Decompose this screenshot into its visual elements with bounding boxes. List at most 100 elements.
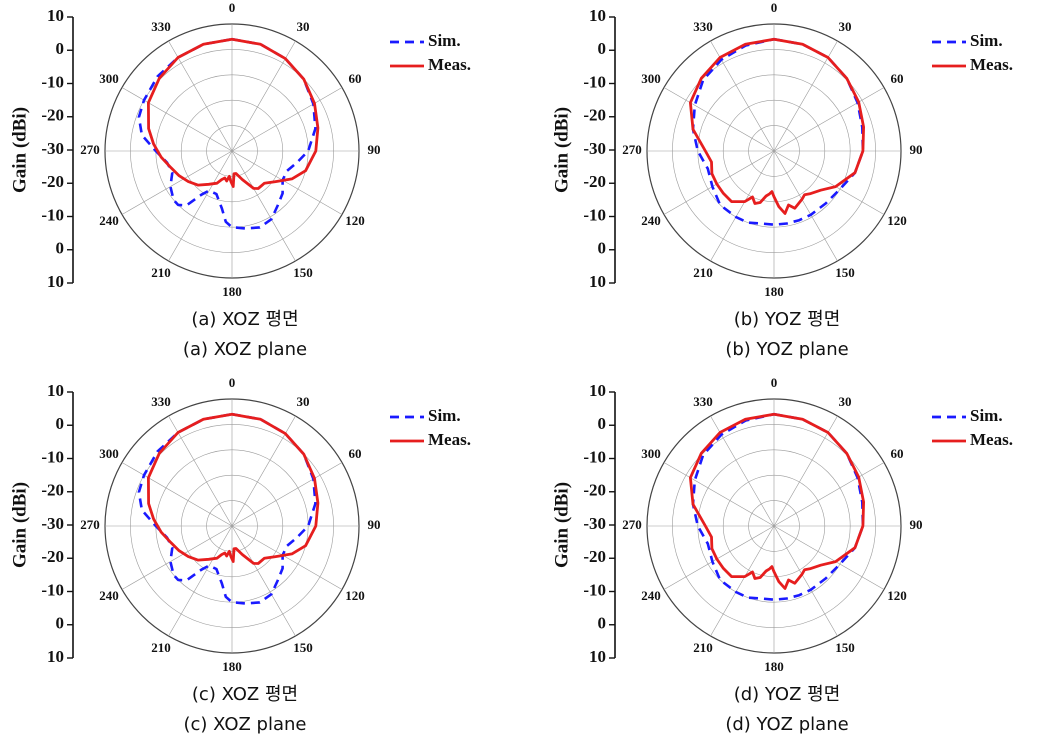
- legend-label: Sim.: [970, 406, 1003, 425]
- angle-tick-label: 240: [641, 588, 661, 603]
- gain-tick-label: -30: [41, 139, 64, 158]
- angle-tick-label: 180: [222, 284, 242, 299]
- polar-spoke: [774, 526, 838, 636]
- legend: Sim. Meas.: [932, 406, 1013, 449]
- polar-spoke: [122, 463, 232, 527]
- legend-label: Meas.: [428, 430, 471, 449]
- gain-axis-label: Gain (dBi): [551, 107, 572, 193]
- gain-tick-label: -20: [583, 106, 606, 125]
- angle-tick-label: 0: [771, 0, 778, 15]
- angle-tick-label: 150: [293, 640, 313, 655]
- angle-tick-label: 240: [99, 213, 119, 228]
- gain-tick-label: 10: [47, 381, 64, 400]
- series-line-meas: [690, 39, 863, 213]
- gain-tick-label: -20: [41, 172, 64, 191]
- polar-spoke: [122, 88, 232, 152]
- gain-tick-label: 10: [47, 647, 64, 666]
- gain-tick-label: -30: [41, 514, 64, 533]
- angle-tick-label: 240: [641, 213, 661, 228]
- angle-tick-label: 210: [693, 265, 713, 280]
- angle-tick-label: 120: [345, 213, 365, 228]
- gain-tick-label: 0: [56, 239, 65, 258]
- polar-spoke: [664, 526, 774, 590]
- gain-tick-label: -10: [41, 205, 64, 224]
- gain-tick-label: -10: [583, 447, 606, 466]
- legend-label: Sim.: [428, 31, 461, 50]
- polar-plot: 0 30 60 90 120 150 180 210 240 270 300 330 10 0 -10 -20…: [551, 0, 1013, 299]
- gain-tick-label: -30: [583, 139, 606, 158]
- polar-spoke: [664, 88, 774, 152]
- polar-spoke: [232, 151, 296, 261]
- angle-tick-label: 0: [771, 375, 778, 390]
- gain-axis-label: Gain (dBi): [9, 482, 30, 568]
- legend-label: Sim.: [970, 31, 1003, 50]
- polar-spoke: [711, 526, 775, 636]
- angle-tick-label: 60: [348, 446, 361, 461]
- angle-tick-label: 180: [764, 659, 784, 674]
- series-line-meas: [690, 414, 863, 588]
- angle-tick-label: 30: [297, 394, 310, 409]
- polar-plot: 0 30 60 90 120 150 180 210 240 270 300 330 10 0 -10 -20…: [551, 375, 1013, 674]
- angle-tick-label: 300: [641, 446, 661, 461]
- angle-tick-label: 270: [80, 142, 100, 157]
- angle-tick-label: 270: [622, 142, 642, 157]
- caption-korean: (d) YOZ 평면: [542, 681, 1032, 709]
- angle-tick-label: 90: [368, 517, 381, 532]
- polar-plot-panel: 0 30 60 90 120 150 180 210 240 270 300 330 10 0 -10 -20…: [0, 0, 523, 374]
- caption-korean: (b) YOZ 평면: [542, 306, 1032, 334]
- angle-tick-label: 300: [641, 71, 661, 86]
- gain-tick-label: -20: [583, 172, 606, 191]
- angle-tick-label: 330: [151, 19, 171, 34]
- gain-axis-label: Gain (dBi): [551, 482, 572, 568]
- polar-spoke: [774, 151, 838, 261]
- angle-tick-label: 120: [345, 588, 365, 603]
- legend-label: Meas.: [970, 55, 1013, 74]
- legend-label: Meas.: [970, 430, 1013, 449]
- caption-english: (d) YOZ plane: [542, 711, 1032, 739]
- angle-tick-label: 210: [151, 265, 171, 280]
- gain-tick-label: 0: [56, 614, 65, 633]
- legend: Sim. Meas.: [390, 406, 471, 449]
- angle-tick-label: 180: [222, 659, 242, 674]
- gain-tick-label: 0: [598, 39, 607, 58]
- gain-tick-label: 10: [47, 6, 64, 25]
- angle-tick-label: 270: [622, 517, 642, 532]
- gain-tick-label: 0: [56, 414, 65, 433]
- angle-tick-label: 210: [151, 640, 171, 655]
- gain-tick-label: -20: [41, 481, 64, 500]
- legend-label: Sim.: [428, 406, 461, 425]
- gain-tick-label: -20: [41, 106, 64, 125]
- polar-spoke: [774, 463, 884, 527]
- legend: Sim. Meas.: [390, 31, 471, 74]
- series-line-sim: [139, 414, 316, 603]
- angle-tick-label: 0: [229, 375, 236, 390]
- gain-tick-label: -10: [583, 72, 606, 91]
- angle-tick-label: 120: [887, 213, 907, 228]
- angle-tick-label: 150: [835, 640, 855, 655]
- angle-tick-label: 30: [297, 19, 310, 34]
- angle-tick-label: 270: [80, 517, 100, 532]
- gain-tick-label: 0: [598, 239, 607, 258]
- gain-tick-label: -10: [41, 72, 64, 91]
- gain-tick-label: 10: [589, 6, 606, 25]
- angle-tick-label: 330: [693, 19, 713, 34]
- angle-tick-label: 120: [887, 588, 907, 603]
- angle-tick-label: 330: [151, 394, 171, 409]
- legend-label: Meas.: [428, 55, 471, 74]
- gain-tick-label: 10: [589, 647, 606, 666]
- polar-plot-panel: 0 30 60 90 120 150 180 210 240 270 300 330 10 0 -10 -20…: [542, 375, 1046, 749]
- gain-tick-label: -10: [41, 447, 64, 466]
- gain-tick-label: -10: [583, 205, 606, 224]
- gain-tick-label: -10: [41, 580, 64, 599]
- angle-tick-label: 330: [693, 394, 713, 409]
- angle-tick-label: 30: [839, 19, 852, 34]
- polar-plot-panel: 0 30 60 90 120 150 180 210 240 270 300 330 10 0 -10 -20…: [0, 375, 523, 749]
- angle-tick-label: 0: [229, 0, 236, 15]
- gain-tick-label: 10: [47, 272, 64, 291]
- polar-spoke: [664, 463, 774, 527]
- polar-spoke: [232, 463, 342, 527]
- gain-tick-label: -20: [583, 547, 606, 566]
- gain-tick-label: -20: [41, 547, 64, 566]
- gain-tick-label: 0: [56, 39, 65, 58]
